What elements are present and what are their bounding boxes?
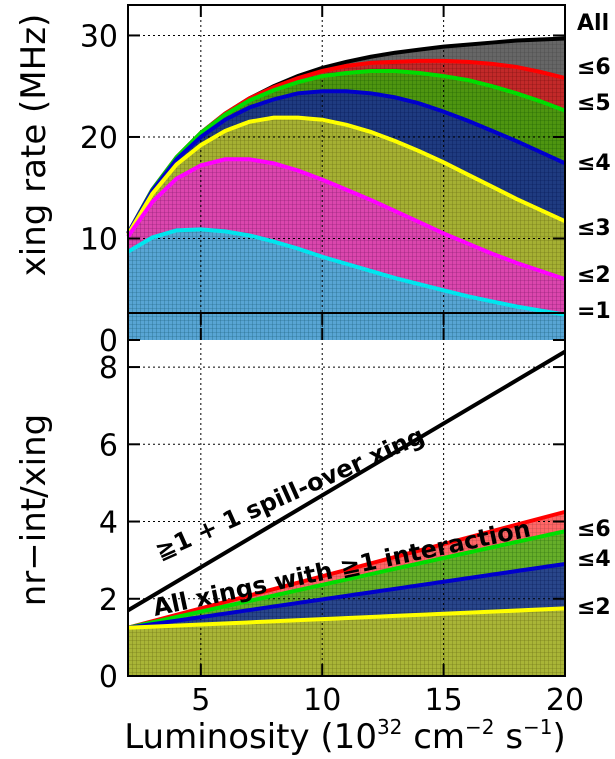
right-label-le3: ≤3 xyxy=(577,216,611,241)
x-axis-label-sup2: −2 xyxy=(465,715,494,739)
x-axis-label-part4: ) xyxy=(553,717,566,757)
right-label-eq1: =1 xyxy=(577,299,611,324)
x-tick-label-10: 10 xyxy=(303,683,341,718)
band-hatch-le2 xyxy=(128,608,565,676)
line-ge1-1-spill-over-xing xyxy=(126,349,567,613)
y-tick-label-4: 4 xyxy=(99,506,118,541)
right-label-le4: ≤4 xyxy=(577,151,611,176)
line-eq1 xyxy=(126,227,566,317)
y-tick-label-20: 20 xyxy=(80,121,118,156)
line-le5 xyxy=(127,529,566,630)
top-panel-right-labels: All ≤6 ≤5 ≤4 ≤3 ≤2 =1 xyxy=(577,11,611,324)
x-axis-label-sup1: 32 xyxy=(377,715,402,739)
right-label-le4: ≤4 xyxy=(577,547,611,572)
x-axis-label: Luminosity (1032 cm−2 s−1) xyxy=(124,715,566,757)
x-axis-label-part3: s xyxy=(495,717,524,757)
bottom-panel-lines xyxy=(126,349,567,630)
y-tick-label-2: 2 xyxy=(99,583,118,618)
right-label-le2: ≤2 xyxy=(577,595,611,620)
line-le4 xyxy=(126,89,566,235)
right-label-le6: ≤6 xyxy=(577,55,611,80)
x-tick-label-20: 20 xyxy=(546,683,584,718)
top-panel-areas xyxy=(128,38,565,341)
x-axis-label-sup3: −1 xyxy=(523,715,552,739)
y-tick-label-0: 0 xyxy=(99,660,118,695)
line-le2 xyxy=(127,606,566,630)
bottom-panel-frame xyxy=(127,312,566,677)
right-label-all: All xyxy=(577,11,609,36)
x-tick-label-5: 5 xyxy=(191,683,210,718)
right-label-le2: ≤2 xyxy=(577,263,611,288)
y-tick-label-8: 8 xyxy=(99,351,118,386)
x-axis-label-part2: cm xyxy=(402,717,465,757)
line-le6 xyxy=(127,509,566,630)
y-tick-label-30: 30 xyxy=(80,19,118,54)
bottom-y-axis-label: nr−int/xing xyxy=(14,414,54,607)
y-tick-label-10: 10 xyxy=(80,222,118,257)
top-y-axis-label: xing rate (MHz) xyxy=(14,14,54,277)
line-le2 xyxy=(126,157,566,281)
x-tick-label-15: 15 xyxy=(425,683,463,718)
right-label-le6: ≤6 xyxy=(577,517,611,542)
right-label-le5: ≤5 xyxy=(577,91,611,116)
line-le4 xyxy=(127,562,566,630)
line-le3 xyxy=(126,115,566,236)
x-axis-label-part1: Luminosity (10 xyxy=(124,717,377,757)
bottom-panel-right-labels: ≤6 ≤4 ≤2 xyxy=(577,517,611,620)
top-panel-ticks: 0 10 20 30 xyxy=(80,5,565,359)
top-panel-lines xyxy=(126,36,566,317)
line-le5 xyxy=(126,68,566,235)
y-tick-label-6: 6 xyxy=(99,428,118,463)
y-tick-label-0: 0 xyxy=(99,324,118,359)
